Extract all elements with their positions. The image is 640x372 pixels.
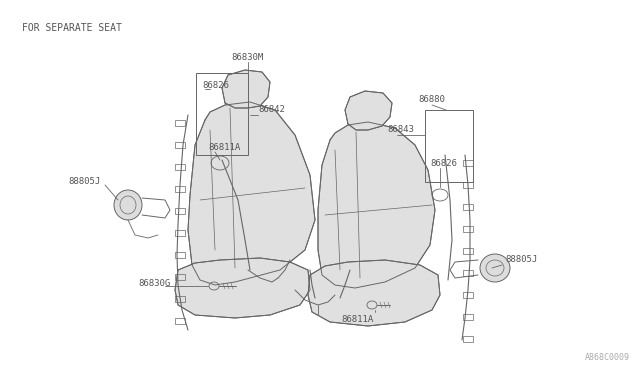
Polygon shape <box>308 260 440 326</box>
Text: 86811A: 86811A <box>341 314 373 324</box>
Bar <box>175 164 185 170</box>
Bar <box>175 120 185 126</box>
Text: 86842: 86842 <box>258 106 285 115</box>
Text: 86826: 86826 <box>202 80 229 90</box>
Ellipse shape <box>114 190 142 220</box>
Polygon shape <box>188 102 315 285</box>
Bar <box>463 160 473 166</box>
Text: 86830M: 86830M <box>232 52 264 61</box>
Bar <box>175 274 185 280</box>
Text: FOR SEPARATE SEAT: FOR SEPARATE SEAT <box>22 23 122 33</box>
Bar <box>463 292 473 298</box>
Bar <box>196 73 248 155</box>
Text: A868C0009: A868C0009 <box>585 353 630 362</box>
Bar <box>425 110 473 182</box>
Polygon shape <box>222 70 270 108</box>
Bar <box>463 182 473 188</box>
Bar <box>463 248 473 254</box>
Bar <box>175 208 185 214</box>
Bar <box>175 296 185 302</box>
Polygon shape <box>318 122 435 288</box>
Bar <box>463 204 473 210</box>
Bar <box>175 252 185 258</box>
Text: 86880: 86880 <box>419 96 445 105</box>
Bar <box>175 186 185 192</box>
Bar <box>463 336 473 342</box>
Text: 86843: 86843 <box>387 125 414 135</box>
Bar <box>463 314 473 320</box>
Text: 88805J: 88805J <box>505 256 537 264</box>
Bar <box>463 226 473 232</box>
Text: 86830G: 86830G <box>138 279 170 288</box>
Bar <box>175 230 185 236</box>
Polygon shape <box>345 91 392 130</box>
Text: 86826: 86826 <box>430 158 457 167</box>
Polygon shape <box>175 258 310 318</box>
Bar <box>175 318 185 324</box>
Text: 88805J: 88805J <box>68 176 100 186</box>
Bar <box>463 270 473 276</box>
Ellipse shape <box>480 254 510 282</box>
Text: 86811A: 86811A <box>208 144 240 153</box>
Bar <box>175 142 185 148</box>
